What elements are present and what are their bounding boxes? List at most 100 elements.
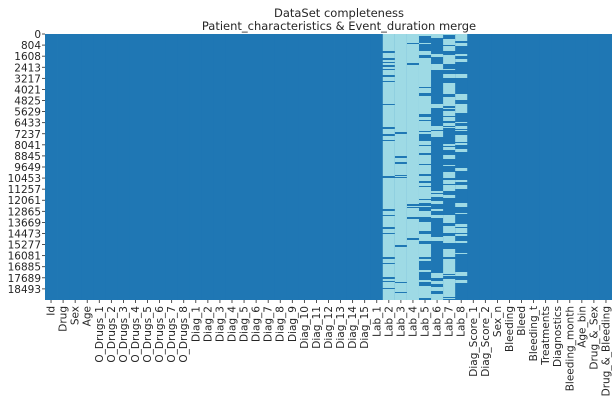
y-tick-label: 3217: [14, 73, 41, 85]
missing-band-Lab_3: [394, 134, 408, 137]
missing-band-Lab_4: [406, 181, 420, 182]
missing-band-Lab_8: [455, 272, 468, 276]
missing-band-Lab_4: [406, 101, 420, 105]
missing-band-Lab_2: [382, 231, 396, 233]
missing-band-Lab_4: [406, 148, 420, 152]
x-tick-label: Diag_12: [323, 306, 335, 349]
missing-band-Lab_7: [443, 34, 456, 35]
missing-band-Lab_5: [418, 90, 432, 93]
missing-band-Lab_8: [455, 104, 468, 108]
x-tick-label: Lab_3: [395, 306, 407, 337]
missing-band-Lab_8: [455, 55, 468, 56]
missing-band-Lab_3: [394, 274, 408, 276]
missing-band-Lab_3: [394, 233, 408, 235]
missing-band-Lab_7: [443, 229, 456, 232]
missing-band-Lab_4: [406, 168, 420, 169]
missing-band-Lab_4: [406, 84, 420, 85]
missing-band-Lab_8: [455, 74, 468, 78]
missing-band-Lab_3: [394, 80, 408, 81]
missing-band-Lab_3: [394, 97, 408, 98]
missing-band-Lab_3: [394, 271, 408, 274]
missing-band-Lab_5: [418, 70, 432, 73]
missing-band-Lab_7: [443, 298, 456, 299]
x-tick-label: Lab_8: [456, 306, 468, 337]
missing-band-Lab_2: [382, 242, 396, 243]
missing-band-Lab_5: [418, 180, 432, 181]
missing-band-Lab_7: [443, 69, 456, 70]
missing-band-Lab_7: [443, 176, 456, 178]
missing-band-Lab_3: [394, 252, 408, 255]
missing-band-Lab_6: [431, 237, 444, 241]
missing-band-Lab_7: [443, 227, 456, 229]
missing-band-Lab_5: [418, 142, 432, 143]
missing-band-Lab_7: [443, 74, 456, 78]
missing-band-Lab_4: [406, 72, 420, 73]
heatmap-column-Diag_5: [238, 34, 251, 300]
heatmap-column-Diag_12: [322, 34, 335, 300]
missing-band-Lab_5: [418, 102, 432, 106]
missing-band-Lab_4: [406, 135, 420, 138]
x-tick-label: Diag_Score_1: [468, 306, 480, 377]
missing-band-Lab_2: [382, 90, 396, 92]
missing-band-Lab_3: [394, 148, 408, 149]
missing-band-Lab_3: [394, 231, 408, 233]
missing-band-Lab_4: [406, 281, 420, 283]
missing-band-Lab_4: [406, 166, 420, 168]
missing-band-Lab_8: [455, 230, 468, 233]
missing-band-Lab_5: [418, 187, 432, 190]
missing-band-Lab_6: [431, 54, 444, 57]
y-tick-label: 10453: [8, 173, 41, 185]
y-tick-label: 6433: [14, 118, 41, 130]
missing-band-Lab_2: [382, 195, 396, 196]
y-tick-label: 18493: [8, 284, 41, 296]
x-axis-ticks: Id Drug Sex Age O_Drugs_1 O_Drugs_2 O_Drugs_3 O…: [46, 300, 612, 396]
missing-band-Lab_4: [406, 97, 420, 101]
y-tick-label: 14473: [8, 228, 41, 240]
missing-band-Lab_5: [418, 141, 432, 142]
missing-band-Lab_4: [406, 144, 420, 148]
missing-band-Lab_5: [418, 235, 432, 236]
missing-band-Lab_2: [382, 105, 396, 109]
missing-band-Lab_4: [406, 240, 420, 242]
missing-band-Lab_8: [455, 253, 468, 254]
missing-band-Lab_4: [406, 85, 420, 86]
missing-band-Lab_5: [418, 280, 432, 282]
missing-band-Lab_2: [382, 273, 396, 275]
missing-band-Lab_7: [443, 266, 456, 267]
missing-band-Lab_3: [394, 261, 408, 265]
missing-band-Lab_4: [406, 176, 420, 178]
y-tick-label: 0: [34, 29, 41, 41]
missing-band-Lab_2: [382, 87, 396, 88]
heatmap-column-Sex_n: [491, 34, 504, 300]
missing-band-Lab_3: [394, 238, 408, 239]
y-tick-label: 12061: [8, 195, 41, 207]
missing-band-Lab_6: [431, 34, 444, 38]
missing-band-Lab_8: [455, 94, 468, 97]
x-tick-label: Diag_1: [190, 306, 202, 342]
missing-band-Lab_2: [382, 282, 396, 284]
missing-band-Lab_8: [455, 108, 468, 109]
missing-band-Lab_4: [406, 117, 420, 119]
missing-band-Lab_7: [443, 259, 456, 262]
heatmap-column-Diag_Score_2: [479, 34, 492, 300]
missing-band-Lab_2: [382, 67, 396, 69]
heatmap-column-Id: [45, 34, 58, 300]
missing-band-Lab_6: [431, 209, 444, 210]
missing-band-Lab_4: [406, 34, 420, 35]
missing-band-Lab_3: [394, 108, 408, 111]
missing-band-Lab_2: [382, 115, 396, 118]
missing-band-Lab_4: [406, 157, 420, 161]
missing-band-Lab_2: [382, 199, 396, 202]
missing-band-Lab_2: [382, 206, 396, 209]
missing-band-Lab_4: [406, 264, 420, 267]
missing-band-Lab_3: [394, 205, 408, 206]
missing-band-Lab_5: [418, 127, 432, 131]
missing-band-Lab_3: [394, 186, 408, 187]
missing-band-Lab_4: [406, 237, 420, 238]
x-tick-label: Age_bin: [576, 306, 588, 348]
missing-band-Lab_3: [394, 130, 408, 132]
missing-band-Lab_2: [382, 275, 396, 277]
x-tick-label: Diag_Score_2: [480, 306, 492, 377]
x-tick-label: O_Drugs_5: [142, 306, 154, 363]
missing-band-Lab_3: [394, 285, 408, 288]
